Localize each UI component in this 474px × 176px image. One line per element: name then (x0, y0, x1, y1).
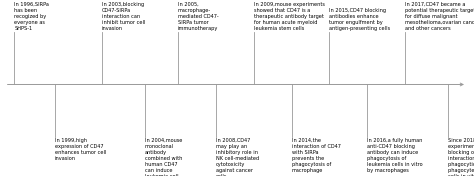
Text: In 2005,
macrophage-
mediated CD47-
SIRPa tumor
immunotherapy: In 2005, macrophage- mediated CD47- SIRP… (178, 2, 219, 31)
Text: In 1996,SIRPa
has been
recogized by
everyone as
SHPS-1: In 1996,SIRPa has been recogized by ever… (14, 2, 49, 31)
Text: Since 2018,more and more
experiments proved that the
blocking of CD47-SIRPa
inte: Since 2018,more and more experiments pro… (448, 138, 474, 176)
Text: In 2008,CD47
may play an
inhibitory role in
NK cell-mediated
cytotoxicity
agains: In 2008,CD47 may play an inhibitory role… (216, 138, 259, 176)
Text: In 2017,CD47 became a
potential therapeutic target
for diffuse malignant
mesothe: In 2017,CD47 became a potential therapeu… (405, 2, 474, 31)
Text: In 2004,mouse
monoclonal
antibody
combined with
human CD47
can induce
leukemia c: In 2004,mouse monoclonal antibody combin… (145, 138, 182, 176)
Text: In 2016,a fully human
anti-CD47 blocking
antibody can induce
phagocytosis of
leu: In 2016,a fully human anti-CD47 blocking… (367, 138, 423, 173)
Text: In 2003,blocking
CD47-SIRPa
interaction can
inhibit tumor cell
invasion: In 2003,blocking CD47-SIRPa interaction … (102, 2, 146, 31)
Text: In 2014,the
interaction of CD47
with SIRPa
prevents the
phagocytosis of
macropha: In 2014,the interaction of CD47 with SIR… (292, 138, 340, 173)
Text: In 2015,CD47 blocking
antibodies enhance
tumor engulfment by
antigen-presenting : In 2015,CD47 blocking antibodies enhance… (329, 8, 391, 31)
Text: In 2009,mouse experiments
showed that CD47 is a
therapeutic antibody target
for : In 2009,mouse experiments showed that CD… (254, 2, 325, 31)
Text: In 1999,high
expression of CD47
enhances tumor cell
invasion: In 1999,high expression of CD47 enhances… (55, 138, 106, 161)
